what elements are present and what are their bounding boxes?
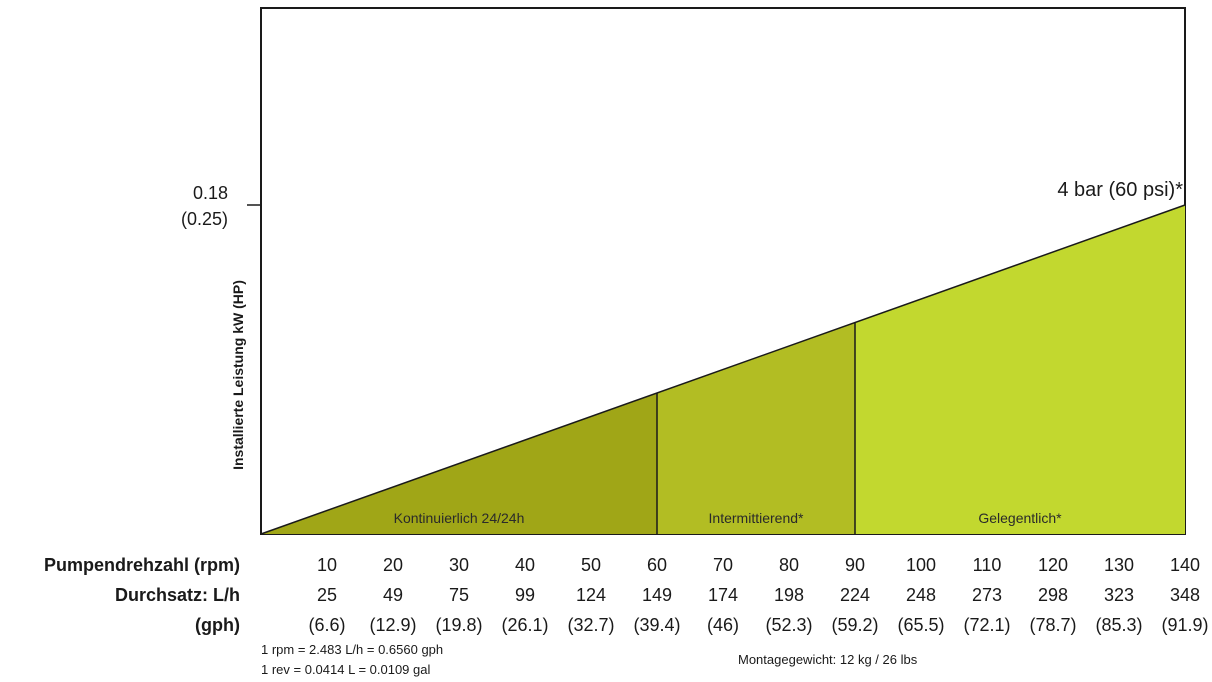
- flow-value: 248: [906, 585, 936, 605]
- y-tick-sublabel: (0.25): [181, 209, 228, 229]
- gph-value: (59.2): [831, 615, 878, 635]
- y-axis-label: Installierte Leistung kW (HP): [230, 280, 246, 470]
- gph-row-label: (gph): [195, 615, 240, 635]
- region-label: Kontinuierlich 24/24h: [394, 510, 525, 526]
- flow-value: 49: [383, 585, 403, 605]
- flow-value: 273: [972, 585, 1002, 605]
- region-intermittierend: [657, 322, 855, 534]
- conversion-note-rpm: 1 rpm = 2.483 L/h = 0.6560 gph: [261, 642, 444, 657]
- gph-value: (32.7): [567, 615, 614, 635]
- gph-value: (91.9): [1161, 615, 1208, 635]
- region-dividers: [656, 322, 856, 534]
- rpm-tick-label: 100: [906, 555, 936, 575]
- power-line: 4 bar (60 psi)*: [260, 179, 1186, 535]
- rpm-tick-label: 20: [383, 555, 403, 575]
- x-axis-rows: 10 20 30 40 50 60 70 80 90 100 110 120 130 140 25 49 75 9…: [308, 555, 1208, 635]
- flow-value: 298: [1038, 585, 1068, 605]
- flow-value: 25: [317, 585, 337, 605]
- gph-value: (72.1): [963, 615, 1010, 635]
- y-tick-label: 0.18: [193, 183, 228, 203]
- gph-value: (78.7): [1029, 615, 1076, 635]
- pressure-line: [260, 204, 1186, 535]
- flow-value: 198: [774, 585, 804, 605]
- gph-value: (46): [707, 615, 739, 635]
- weight-note: Montagegewicht: 12 kg / 26 lbs: [738, 652, 918, 667]
- conversion-note-rev: 1 rev = 0.0414 L = 0.0109 gal: [261, 662, 431, 677]
- rpm-tick-label: 120: [1038, 555, 1068, 575]
- region-label: Intermittierend*: [709, 510, 804, 526]
- rpm-tick-label: 110: [973, 555, 1002, 575]
- gph-value: (12.9): [369, 615, 416, 635]
- gph-value: (65.5): [897, 615, 944, 635]
- rpm-tick-label: 30: [449, 555, 469, 575]
- pressure-line-label: 4 bar (60 psi)*: [1057, 179, 1183, 201]
- gph-value: (39.4): [633, 615, 680, 635]
- rpm-tick-label: 50: [581, 555, 601, 575]
- flow-value: 174: [708, 585, 738, 605]
- gph-value: (85.3): [1095, 615, 1142, 635]
- rpm-tick-label: 40: [515, 555, 535, 575]
- rpm-tick-label: 60: [647, 555, 667, 575]
- region-labels: Kontinuierlich 24/24h Intermittierend* Gel…: [394, 510, 1063, 526]
- flow-value: 124: [576, 585, 606, 605]
- gph-value: (26.1): [501, 615, 548, 635]
- rpm-row-label: Pumpendrehzahl (rpm): [43, 555, 240, 575]
- flow-row-label: Durchsatz: L/h: [114, 585, 240, 605]
- region-label: Gelegentlich*: [978, 510, 1062, 526]
- flow-value: 149: [642, 585, 672, 605]
- flow-value: 99: [515, 585, 535, 605]
- gph-value: (19.8): [435, 615, 482, 635]
- gph-value: (6.6): [308, 615, 345, 635]
- rpm-tick-label: 70: [713, 555, 733, 575]
- gph-value: (52.3): [765, 615, 812, 635]
- region-gelegentlich: [855, 205, 1185, 534]
- y-axis: 0.18 (0.25) Installierte Leistung kW (HP): [181, 183, 261, 470]
- flow-value: 224: [840, 585, 870, 605]
- flow-value: 75: [449, 585, 469, 605]
- rpm-tick-label: 130: [1104, 555, 1134, 575]
- rpm-tick-label: 140: [1170, 555, 1200, 575]
- rpm-tick-label: 90: [845, 555, 865, 575]
- rpm-tick-label: 80: [779, 555, 799, 575]
- flow-value: 348: [1170, 585, 1200, 605]
- rpm-tick-label: 10: [317, 555, 337, 575]
- flow-value: 323: [1104, 585, 1134, 605]
